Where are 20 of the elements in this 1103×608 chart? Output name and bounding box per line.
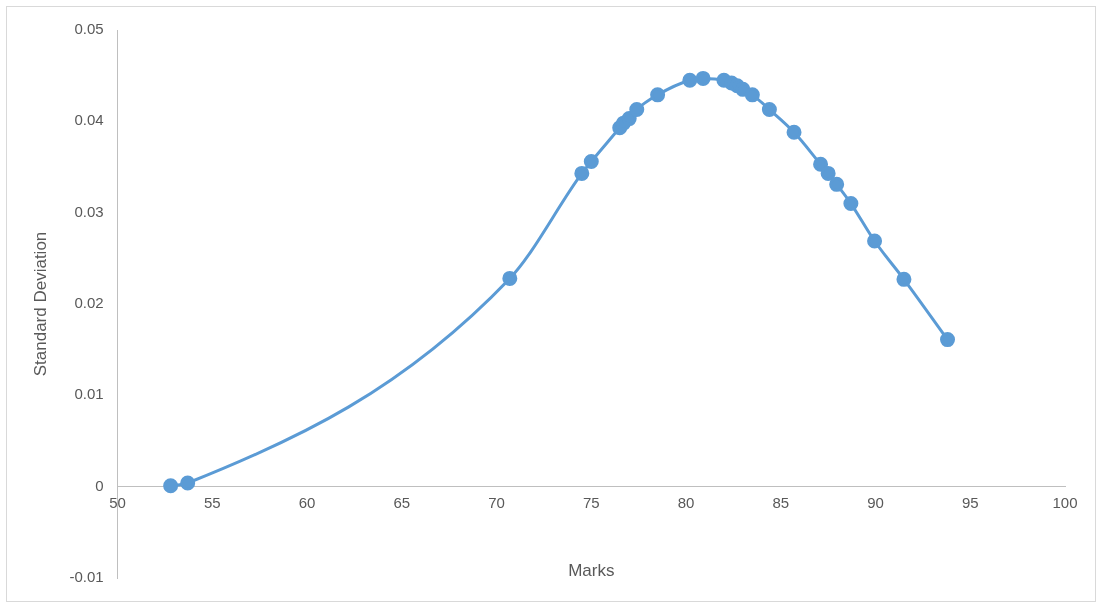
y-axis-title: Standard Deviation bbox=[30, 231, 50, 377]
x-tick-label: 85 bbox=[772, 493, 790, 511]
y-tick-label: 0.01 bbox=[74, 385, 104, 403]
y-tick-label: -0.01 bbox=[69, 568, 104, 586]
x-tick-label: 100 bbox=[1052, 493, 1078, 511]
y-tick-label: 0.05 bbox=[74, 20, 104, 38]
x-tick-label: 95 bbox=[961, 493, 979, 511]
x-tick-label: 50 bbox=[109, 493, 126, 511]
y-tick-label: 0.03 bbox=[74, 202, 104, 220]
x-tick-label: 80 bbox=[677, 493, 695, 511]
x-tick-label: 90 bbox=[867, 493, 884, 511]
x-tick-label: 60 bbox=[298, 493, 316, 511]
y-tick-label: 0.02 bbox=[74, 294, 104, 312]
y-tick-label: 0.04 bbox=[74, 111, 104, 129]
x-tick-label: 55 bbox=[203, 493, 221, 511]
x-tick-label: 75 bbox=[582, 493, 600, 511]
x-tick-label: 65 bbox=[393, 493, 411, 511]
y-tick-label: 0 bbox=[95, 476, 104, 494]
x-tick-label: 70 bbox=[488, 493, 505, 511]
x-axis-title: Marks bbox=[568, 560, 615, 580]
